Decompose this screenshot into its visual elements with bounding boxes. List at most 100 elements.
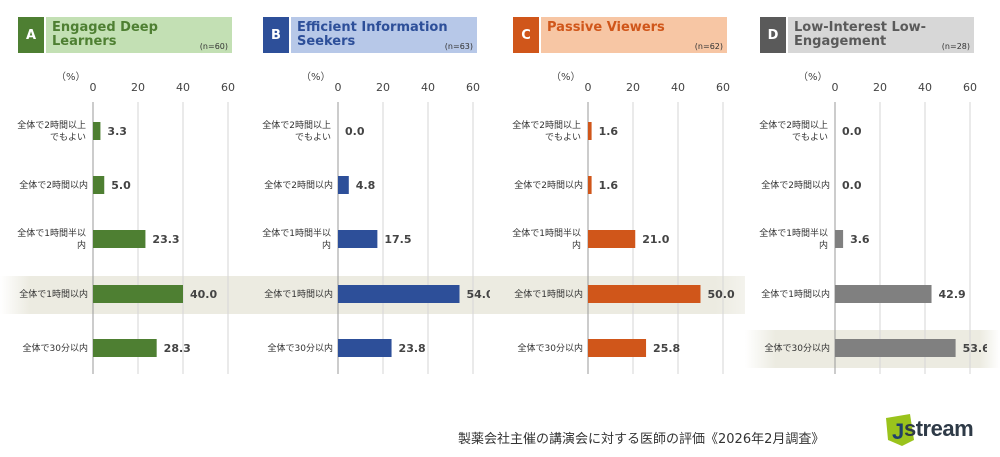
category-label: 全体で2時間以内 bbox=[264, 179, 333, 191]
data-label: 0.0 bbox=[842, 125, 862, 138]
data-label: 5.0 bbox=[111, 179, 131, 192]
footer-caption: 製薬会社主催の講演会に対する医師の評価《2026年2月調査》 bbox=[458, 432, 825, 447]
unit-label: （%） bbox=[56, 72, 86, 83]
data-label: 53.6 bbox=[963, 342, 987, 355]
panel-title-box: Passive Viewers (n=62) bbox=[541, 17, 727, 53]
data-label: 28.3 bbox=[164, 342, 191, 355]
tick-label: 20 bbox=[131, 81, 145, 94]
tick-label: 60 bbox=[221, 81, 235, 94]
panel-title: Engaged Deep Learners bbox=[52, 20, 158, 49]
panel-header: B Efficient Information Seekers (n=63) bbox=[263, 17, 477, 53]
category-label: 全体で1時間半以 bbox=[759, 227, 828, 239]
category-label: 全体で1時間以内 bbox=[514, 288, 583, 300]
tick-label: 60 bbox=[716, 81, 730, 94]
tick-label: 40 bbox=[421, 81, 435, 94]
bar bbox=[588, 176, 592, 194]
category-label-line2: 内 bbox=[77, 239, 86, 251]
data-label: 17.5 bbox=[384, 233, 411, 246]
tick-label: 60 bbox=[963, 81, 977, 94]
bar bbox=[93, 230, 146, 248]
category-label-line2: 内 bbox=[819, 239, 828, 251]
category-label-line2: 内 bbox=[322, 239, 331, 251]
category-label: 全体で2時間以内 bbox=[761, 179, 830, 191]
tick-label: 40 bbox=[671, 81, 685, 94]
panel-title: Low-Interest Low-Engagement bbox=[794, 20, 927, 49]
bar bbox=[338, 285, 460, 303]
category-label-line2: でもよい bbox=[792, 132, 828, 143]
bar bbox=[835, 285, 932, 303]
panel-title: Passive Viewers bbox=[547, 20, 665, 35]
category-label: 全体で2時間以内 bbox=[514, 179, 583, 191]
data-label: 1.6 bbox=[599, 179, 619, 192]
category-label-line2: でもよい bbox=[545, 132, 581, 143]
logo-j-mark: J bbox=[886, 414, 914, 446]
bar bbox=[588, 285, 701, 303]
category-label: 全体で2時間以上 bbox=[512, 119, 581, 131]
panel-a: A Engaged Deep Learners (n=60) （%） 0 20 40 60 3.… bbox=[0, 0, 245, 380]
category-label-line2: 内 bbox=[572, 239, 581, 251]
category-label: 全体で1時間半以 bbox=[17, 227, 86, 239]
bar bbox=[835, 230, 844, 248]
jstream-logo: J stream bbox=[880, 410, 990, 450]
tick-label: 40 bbox=[176, 81, 190, 94]
panel-d: D Low-Interest Low-Engagement (n=28) （%） 0 20… bbox=[742, 0, 987, 380]
data-label: 21.0 bbox=[642, 233, 669, 246]
data-label: 23.8 bbox=[399, 342, 426, 355]
panel-header: D Low-Interest Low-Engagement (n=28) bbox=[760, 17, 974, 53]
tick-label: 0 bbox=[832, 81, 839, 94]
category-label: 全体で30分以内 bbox=[518, 342, 583, 354]
panel-title-box: Engaged Deep Learners (n=60) bbox=[46, 17, 232, 53]
category-label: 全体で2時間以上 bbox=[262, 119, 331, 131]
panel-header: A Engaged Deep Learners (n=60) bbox=[18, 17, 232, 53]
panel-header: C Passive Viewers (n=62) bbox=[513, 17, 727, 53]
category-label-line2: でもよい bbox=[50, 132, 86, 143]
data-label: 0.0 bbox=[345, 125, 365, 138]
data-label: 3.3 bbox=[107, 125, 127, 138]
data-label: 0.0 bbox=[842, 179, 862, 192]
tick-label: 40 bbox=[918, 81, 932, 94]
category-label: 全体で1時間以内 bbox=[264, 288, 333, 300]
unit-label: （%） bbox=[551, 72, 581, 83]
panel-letter-badge: C bbox=[513, 17, 539, 53]
data-label: 54.0 bbox=[467, 288, 491, 301]
category-label: 全体で1時間半以 bbox=[512, 227, 581, 239]
data-label: 25.8 bbox=[653, 342, 680, 355]
category-label: 全体で1時間半以 bbox=[262, 227, 331, 239]
tick-label: 0 bbox=[90, 81, 97, 94]
bar bbox=[835, 339, 956, 357]
category-label: 全体で1時間以内 bbox=[761, 288, 830, 300]
unit-label: （%） bbox=[301, 72, 331, 83]
data-label: 40.0 bbox=[190, 288, 217, 301]
panel-title: Efficient Information Seekers bbox=[297, 20, 448, 49]
bar bbox=[588, 339, 647, 357]
panel-title-box: Low-Interest Low-Engagement (n=28) bbox=[788, 17, 974, 53]
data-label: 1.6 bbox=[599, 125, 619, 138]
panel-letter-badge: D bbox=[760, 17, 786, 53]
tick-label: 0 bbox=[335, 81, 342, 94]
bar bbox=[588, 230, 636, 248]
panel-sample-size: (n=62) bbox=[694, 42, 723, 51]
bar bbox=[588, 122, 592, 140]
tick-label: 0 bbox=[585, 81, 592, 94]
bar bbox=[338, 230, 378, 248]
tick-label: 60 bbox=[466, 81, 480, 94]
category-label: 全体で30分以内 bbox=[23, 342, 88, 354]
data-label: 23.3 bbox=[152, 233, 179, 246]
data-label: 42.9 bbox=[939, 288, 966, 301]
data-label: 4.8 bbox=[356, 179, 376, 192]
category-label: 全体で2時間以内 bbox=[19, 179, 88, 191]
panel-letter-badge: B bbox=[263, 17, 289, 53]
panel-sample-size: (n=60) bbox=[199, 42, 228, 51]
panel-b: B Efficient Information Seekers (n=63) （%） 0… bbox=[245, 0, 490, 380]
panel-c: C Passive Viewers (n=62) （%） 0 20 40 60 1.6 全体で2時… bbox=[495, 0, 740, 380]
bar bbox=[93, 339, 157, 357]
panel-sample-size: (n=63) bbox=[444, 42, 473, 51]
tick-label: 20 bbox=[626, 81, 640, 94]
bar bbox=[93, 285, 183, 303]
panel-title-box: Efficient Information Seekers (n=63) bbox=[291, 17, 477, 53]
data-label: 3.6 bbox=[850, 233, 870, 246]
panel-sample-size: (n=28) bbox=[941, 42, 970, 51]
